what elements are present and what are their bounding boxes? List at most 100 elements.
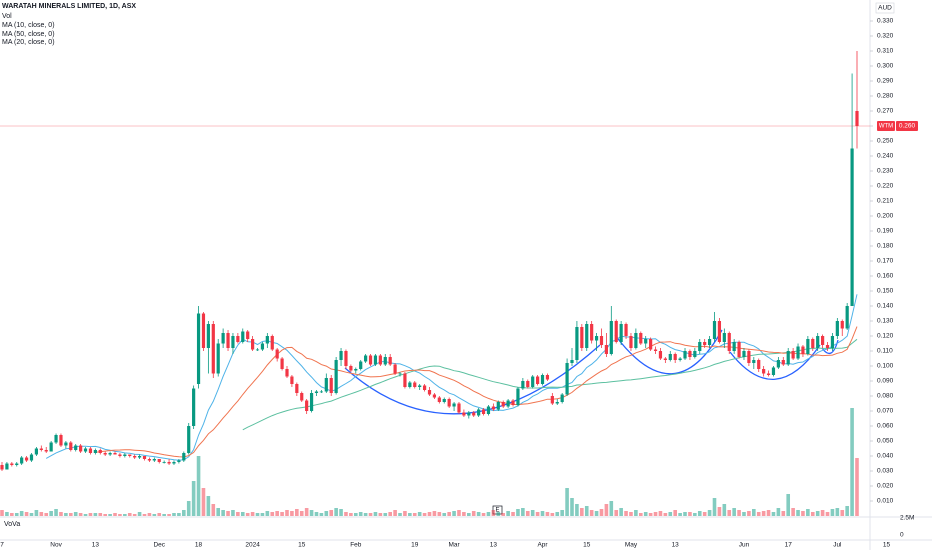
candle-body — [437, 397, 441, 402]
candle-body — [231, 336, 235, 348]
volume-bar — [132, 514, 137, 516]
y-tick-label: 0.210 — [877, 198, 894, 205]
candle-body — [206, 324, 210, 348]
volume-bar — [378, 513, 383, 516]
volume-bar — [648, 513, 653, 516]
volume-bar — [756, 512, 761, 516]
volume-bar — [496, 512, 501, 516]
x-tick-label: May — [625, 542, 638, 549]
volume-bar — [127, 513, 132, 516]
volume-bar — [186, 501, 191, 516]
volume-bar — [722, 504, 727, 516]
candle-body — [570, 360, 574, 363]
candle-body — [113, 453, 117, 455]
volume-bar — [457, 510, 461, 516]
volume-bar — [299, 511, 304, 516]
volume-bar — [319, 513, 324, 516]
candle-body — [152, 459, 156, 461]
volume-bar — [855, 458, 859, 516]
volume-bar — [850, 408, 854, 516]
volume-bar — [678, 513, 682, 516]
y-tick-label: 0.100 — [877, 363, 894, 370]
candle-body — [0, 465, 4, 470]
volume-bar — [221, 510, 225, 516]
volume-bar — [64, 513, 68, 516]
candle-body — [496, 402, 500, 410]
currency-box — [875, 2, 895, 14]
candle-body — [545, 375, 550, 380]
candle-body — [575, 327, 579, 360]
candle-body — [491, 406, 495, 410]
y-tick-label: 0.030 — [877, 468, 894, 475]
volume-bar — [589, 510, 594, 516]
candle-body — [747, 351, 751, 363]
candle-body — [403, 373, 407, 387]
y-tick-label: 0.070 — [877, 408, 894, 415]
volume-bar — [19, 511, 24, 516]
volume-bar — [191, 481, 196, 516]
candle-body — [29, 454, 34, 461]
volume-bar — [177, 513, 181, 516]
volume-bar — [236, 512, 240, 516]
x-tick-label: Apr — [537, 542, 548, 549]
volume-bar — [290, 511, 294, 516]
y-tick-label: 0.240 — [877, 153, 894, 160]
y-tick-label: 0.230 — [877, 168, 894, 175]
candle-body — [172, 462, 176, 464]
candle-body — [845, 306, 849, 329]
volume-bar — [0, 510, 4, 516]
candle-body — [142, 456, 147, 459]
volume-bar — [403, 511, 407, 516]
volume-bar — [599, 509, 604, 516]
candle-body — [265, 336, 269, 344]
candle-body — [609, 321, 613, 354]
candle-body — [137, 456, 142, 458]
candle-body — [604, 345, 608, 354]
candle-body — [580, 327, 584, 348]
candle-body — [614, 321, 618, 342]
candle-body — [221, 333, 225, 344]
volume-bar — [304, 508, 309, 516]
volume-bar — [334, 508, 338, 516]
volume-bar — [14, 513, 19, 516]
volume-bar — [594, 511, 599, 516]
candle-body — [776, 360, 780, 368]
event-marker[interactable]: E — [495, 508, 499, 514]
candle-body — [624, 324, 628, 336]
volume-bar — [776, 508, 781, 516]
volume-bar — [270, 512, 275, 516]
candle-body — [693, 351, 697, 357]
candle-body — [850, 148, 854, 306]
candle-body — [467, 412, 471, 416]
last-price-box — [896, 121, 918, 131]
volume-bar — [830, 509, 835, 516]
y-tick-label: 0.190 — [877, 228, 894, 235]
volume-bar — [565, 488, 569, 516]
volume-bar — [49, 511, 53, 516]
cup-curve — [344, 344, 601, 415]
candle-body — [629, 336, 633, 348]
x-tick-label: Jul — [833, 542, 842, 549]
x-tick-label: Jun — [739, 542, 750, 549]
candle-body — [236, 336, 240, 342]
volume-bar — [683, 512, 687, 516]
volume-bar — [388, 512, 392, 516]
candle-body — [255, 349, 260, 351]
candle-body — [516, 388, 520, 405]
candle-body — [506, 400, 510, 407]
volume-bar — [702, 512, 707, 516]
candle-body — [349, 366, 353, 371]
candle-body — [796, 346, 800, 359]
volume-bar — [638, 513, 643, 516]
x-tick-label: 13 — [490, 542, 498, 549]
y-tick-label: 0.310 — [877, 48, 894, 55]
candle-body — [830, 336, 835, 348]
candle-body — [413, 382, 417, 387]
volume-bar — [182, 510, 186, 516]
volume-bar — [29, 513, 34, 516]
volume-bar — [560, 510, 564, 516]
volume-bar — [825, 512, 830, 516]
candle-body — [811, 339, 815, 348]
candle-body — [295, 384, 299, 393]
x-tick-label: 17 — [785, 542, 793, 549]
